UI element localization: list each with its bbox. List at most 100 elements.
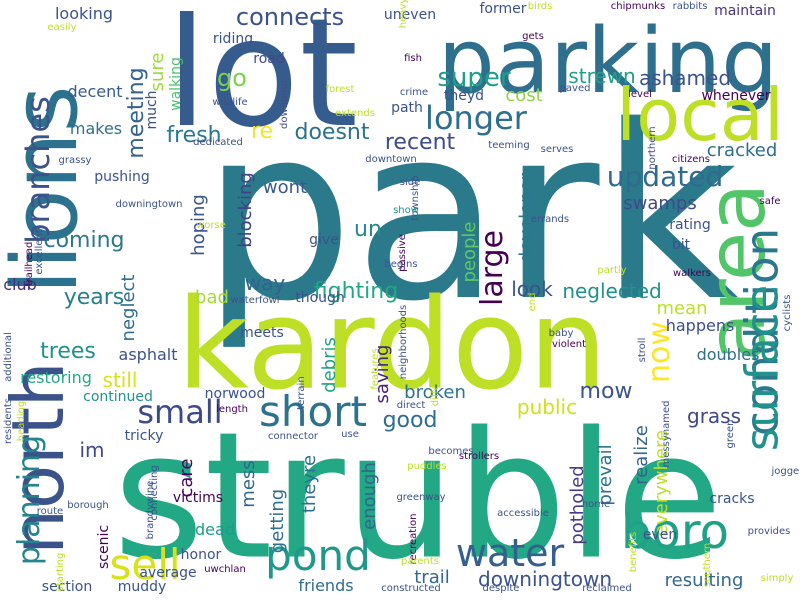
word-riding: riding [212, 31, 254, 47]
word-look: look [511, 277, 553, 301]
word-serves: serves [540, 144, 574, 155]
word-begins: begins [384, 259, 418, 270]
word-reclaimed: reclaimed [582, 583, 632, 594]
word-neglected: neglected [562, 279, 662, 303]
word-wildlife: wildlife [212, 97, 248, 108]
word-branches: branches [19, 96, 57, 244]
word-rabbits: rabbits [672, 1, 708, 12]
word-messynamed: messynamed [661, 400, 672, 468]
word-trail: trail [414, 567, 450, 588]
word-strewn: strewn [568, 64, 636, 88]
word-prevail: prevail [595, 444, 616, 506]
word-passive: passive [397, 234, 408, 272]
word-way: way [244, 271, 286, 295]
word-show: show [393, 205, 419, 216]
word-debris: debris [319, 337, 340, 393]
word-looking: looking [54, 4, 114, 23]
word-park: park [201, 74, 739, 354]
word-doesnt: doesnt [294, 120, 370, 145]
word-swamps: swamps [623, 193, 697, 214]
word-people: people [459, 221, 480, 283]
word-route: route [36, 506, 64, 517]
word-cracks: cracks [709, 491, 755, 507]
word-large: large [475, 229, 510, 307]
word-worse: worse [196, 220, 226, 231]
word-violent: violent [551, 339, 587, 350]
word-planning: planning [12, 434, 47, 566]
word-downingtown: downingtown [115, 199, 183, 210]
word-heavy: heavy [398, 0, 409, 29]
word-ashamed: ashamed [638, 66, 732, 90]
word-im: im [79, 438, 105, 462]
word-re: re [250, 119, 274, 144]
word-recent: recent [384, 130, 456, 155]
word-neighborhoods: neighborhoods [398, 304, 409, 380]
word-parents: parents [401, 556, 439, 567]
word-sell: sell [109, 540, 181, 589]
word-friends: friends [298, 576, 354, 595]
word-norwood: norwood [204, 386, 266, 402]
word-local: local [616, 73, 784, 157]
word-strollers: strollers [458, 451, 500, 462]
word-heading: heading [16, 400, 27, 442]
word-dead: dead [195, 520, 235, 539]
word-connects: connects [235, 3, 345, 31]
word-additional: additional [3, 332, 14, 382]
word-despite: despite [482, 583, 520, 594]
word-whenever: whenever [701, 88, 771, 104]
word-even: even [642, 527, 678, 543]
word-downtown: downtown [365, 154, 417, 165]
word-dedicated: dedicated [193, 137, 243, 148]
word-grassy: grassy [58, 155, 92, 166]
word-cracked: cracked [706, 140, 778, 161]
word-asphalt: asphalt [118, 345, 178, 364]
word-muddy: muddy [117, 579, 167, 595]
word-mow: mow [579, 379, 633, 404]
word-constructed: constructed [381, 583, 441, 594]
word-boro: boro [621, 504, 729, 560]
word-bit: bit [671, 237, 691, 253]
word-crime: crime [399, 87, 429, 98]
word-mean: mean [656, 298, 708, 319]
word-pushing: pushing [94, 169, 150, 185]
word-rating: rating [669, 217, 711, 233]
word-much: much [144, 90, 160, 130]
word-features: features [370, 348, 381, 390]
word-puddles: puddles [407, 461, 447, 472]
word-sure: sure [147, 52, 168, 92]
word-different: different [430, 363, 441, 407]
word-updated: updated [606, 160, 724, 193]
word-broken: broken [404, 382, 466, 403]
word-excellent: excellent [34, 229, 45, 275]
word-makes: makes [69, 119, 123, 138]
word-coming: coming [43, 228, 125, 253]
word-length: length [216, 404, 248, 415]
word-resulting: resulting [664, 570, 744, 591]
word-continued: continued [83, 389, 153, 405]
word-mess: mess [238, 460, 259, 508]
word-scenic: scenic [96, 524, 112, 570]
word-club: club [3, 275, 37, 294]
word-downpour: downpour [279, 79, 290, 129]
word-pond: pond [265, 531, 371, 580]
word-connector: connector [267, 431, 319, 442]
word-starting: starting [55, 552, 66, 592]
word-fresh: fresh [166, 123, 222, 148]
word-restoring: restoring [20, 368, 92, 387]
word-forest: forest [325, 84, 355, 95]
word-meets: meets [240, 325, 284, 341]
word-good: good [382, 408, 438, 433]
word-victims: victims [172, 490, 224, 506]
word-short: short [259, 387, 367, 436]
word-trees: trees [40, 339, 96, 364]
word-decent: decent [67, 82, 123, 101]
word-kardon: kardon [176, 272, 608, 418]
word-go: go [217, 64, 247, 92]
word-chipmunks: chipmunks [610, 1, 666, 12]
word-citizens: citizens [672, 154, 710, 165]
word-honor: honor [180, 547, 222, 563]
word-getting: getting [267, 488, 288, 554]
word-joggers: joggers [771, 466, 800, 477]
word-end: end [527, 292, 538, 312]
